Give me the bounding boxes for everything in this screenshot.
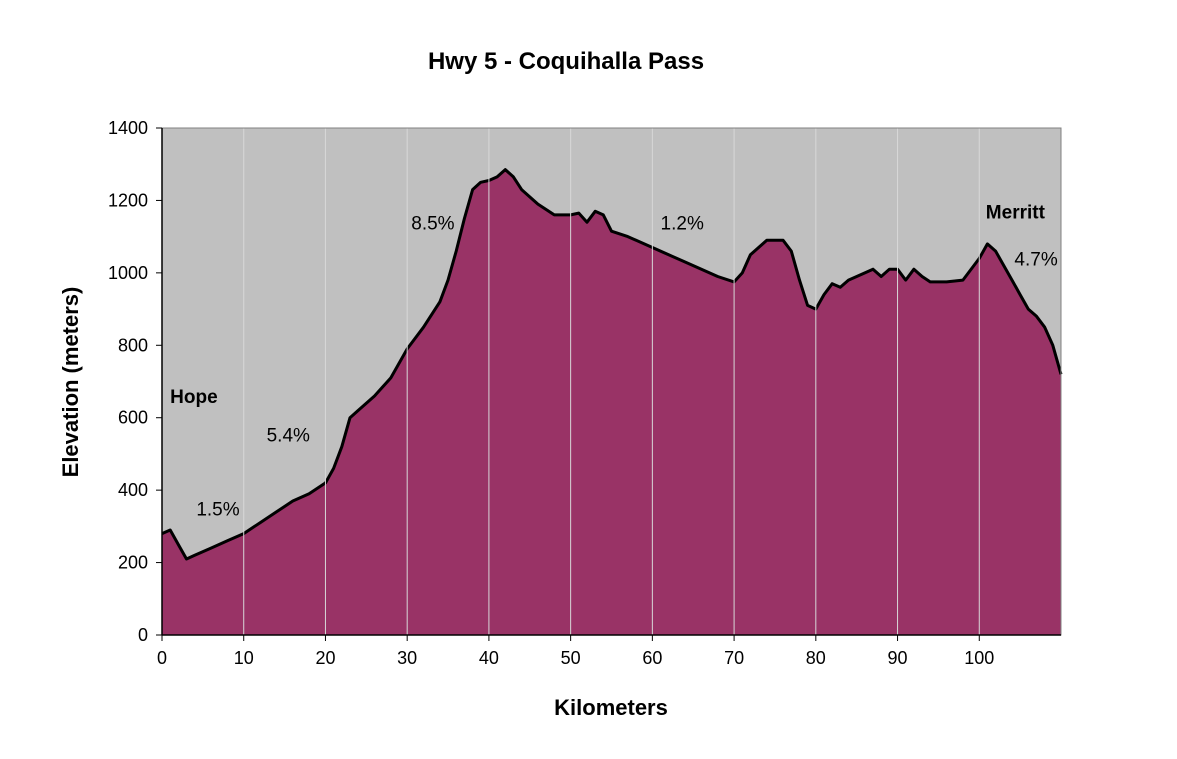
x-tick-label-40: 40: [479, 648, 499, 668]
annotations: Hope 1.5% 5.4% 8.5% 1.2% Merritt 4.7%: [170, 203, 1058, 521]
annotation-1-2: 1.2%: [661, 213, 704, 234]
x-axis-title: Kilometers: [554, 695, 668, 720]
elevation-outline: [161, 168, 1063, 561]
annotation-merritt: Merritt: [986, 203, 1046, 224]
x-tick-label-30: 30: [397, 648, 417, 668]
y-axis-title: Elevation (meters): [58, 287, 83, 478]
y-tick-label-600: 600: [118, 408, 148, 428]
y-tick-label-1000: 1000: [108, 263, 148, 283]
annotation-8-5: 8.5%: [411, 213, 454, 234]
x-tick-label-80: 80: [806, 648, 826, 668]
y-tick-label-1200: 1200: [108, 190, 148, 210]
x-tick-label-90: 90: [888, 648, 908, 668]
annotation-4-7: 4.7%: [1014, 250, 1057, 271]
x-tick-label-20: 20: [315, 648, 335, 668]
y-tick-label-0: 0: [138, 625, 148, 645]
x-tick-label-70: 70: [724, 648, 744, 668]
x-tick-label-100: 100: [964, 648, 994, 668]
x-tick-label-0: 0: [157, 648, 167, 668]
axis-ticks: 0 10 20 30 40 50 60 70 80 90 100020040060080010001…: [108, 118, 1061, 668]
annotation-hope: Hope: [170, 387, 218, 408]
x-tick-label-60: 60: [642, 648, 662, 668]
x-tick-label-50: 50: [561, 648, 581, 668]
y-tick-label-200: 200: [118, 553, 148, 573]
vertical-gridlines: [243, 128, 980, 635]
annotation-1-5: 1.5%: [196, 499, 239, 520]
y-tick-label-1400: 1400: [108, 118, 148, 138]
chart-title: Hwy 5 - Coquihalla Pass: [428, 48, 704, 75]
x-tick-label-10: 10: [234, 648, 254, 668]
y-tick-label-400: 400: [118, 480, 148, 500]
y-tick-label-800: 800: [118, 335, 148, 355]
annotation-5-4: 5.4%: [267, 425, 310, 446]
